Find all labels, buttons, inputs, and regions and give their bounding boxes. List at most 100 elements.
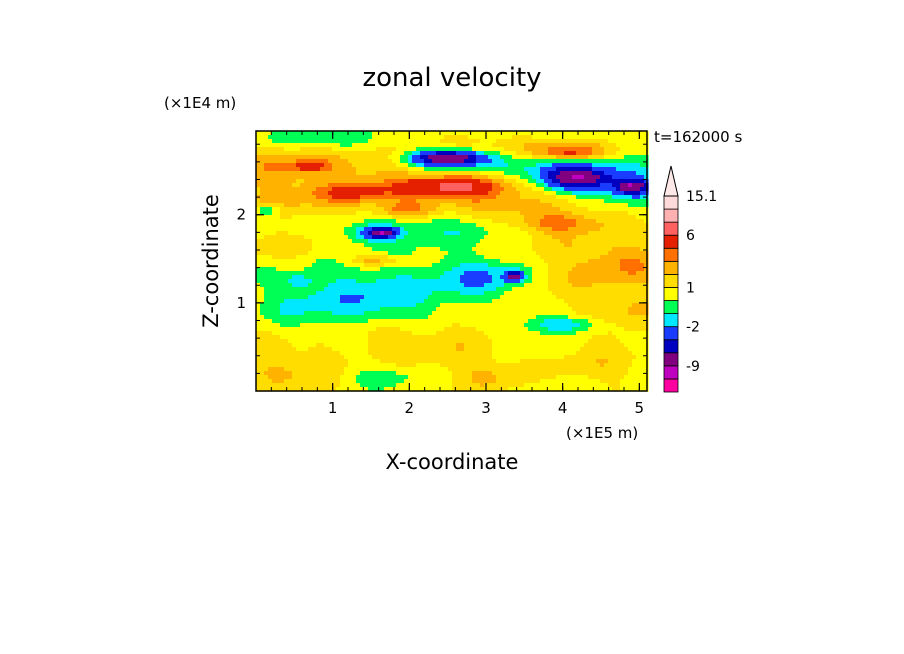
contour-cell [544,267,549,272]
contour-cell [504,155,509,160]
contour-cell [620,239,625,244]
contour-cell [444,287,449,292]
contour-cell [532,331,537,336]
contour-cell [472,179,477,184]
contour-cell [456,275,461,280]
contour-cell [620,179,625,184]
contour-cell [528,219,533,224]
contour-cell [540,235,545,240]
contour-cell [344,151,349,156]
contour-cell [512,275,517,280]
contour-cell [504,227,509,232]
contour-cell [532,227,537,232]
contour-cell [480,239,485,244]
contour-cell [336,163,341,168]
contour-cell [560,223,565,228]
contour-cell [352,175,357,180]
contour-cell [564,243,569,248]
contour-cell [360,191,365,196]
contour-cell [608,167,613,172]
contour-cell [484,315,489,320]
contour-cell [396,303,401,308]
contour-cell [448,227,453,232]
contour-cell [536,187,541,192]
contour-cell [268,151,273,156]
contour-cell [500,283,505,288]
contour-cell [516,187,521,192]
contour-cell [480,287,485,292]
contour-cell [416,147,421,152]
contour-cell [604,311,609,316]
contour-cell [448,143,453,148]
contour-cell [316,207,321,212]
contour-cell [328,283,333,288]
contour-cell [268,323,273,328]
contour-cell [408,295,413,300]
contour-cell [296,311,301,316]
contour-cell [464,303,469,308]
contour-cell [380,291,385,296]
contour-cell [588,255,593,260]
contour-cell [552,279,557,284]
contour-cell [412,159,417,164]
contour-cell [580,175,585,180]
contour-cell [376,139,381,144]
contour-cell [576,143,581,148]
contour-cell [360,279,365,284]
contour-cell [536,287,541,292]
contour-cell [376,195,381,200]
contour-cell [564,279,569,284]
contour-cell [444,151,449,156]
contour-cell [508,143,513,148]
contour-cell [420,243,425,248]
contour-cell [500,259,505,264]
contour-cell [500,251,505,256]
contour-cell [344,135,349,140]
contour-cell [332,235,337,240]
contour-cell [592,239,597,244]
contour-cell [352,223,357,228]
contour-cell [524,191,529,196]
contour-cell [516,159,521,164]
contour-cell [500,275,505,280]
contour-cell [544,131,549,136]
contour-cell [456,175,461,180]
contour-cell [276,307,281,312]
contour-cell [332,231,337,236]
contour-cell [636,223,641,228]
contour-cell [616,291,621,296]
contour-cell [264,223,269,228]
contour-cell [524,299,529,304]
contour-cell [544,299,549,304]
contour-cell [632,179,637,184]
contour-cell [632,143,637,148]
contour-cell [456,331,461,336]
contour-cell [276,243,281,248]
contour-cell [304,331,309,336]
contour-cell [400,323,405,328]
contour-cell [528,143,533,148]
contour-cell [584,163,589,168]
contour-cell [372,191,377,196]
contour-cell [560,307,565,312]
contour-cell [412,191,417,196]
contour-cell [640,139,645,144]
contour-cell [528,191,533,196]
contour-cell [352,151,357,156]
contour-cell [336,223,341,228]
contour-cell [356,271,361,276]
contour-cell [268,275,273,280]
contour-cell [364,275,369,280]
contour-cell [536,299,541,304]
contour-cell [384,151,389,156]
contour-cell [260,139,265,144]
contour-cell [516,203,521,208]
contour-cell [460,315,465,320]
contour-cell [272,247,277,252]
contour-cell [260,247,265,252]
contour-cell [344,175,349,180]
contour-cell [460,327,465,332]
contour-cell [620,175,625,180]
contour-cell [400,307,405,312]
contour-cell [332,259,337,264]
